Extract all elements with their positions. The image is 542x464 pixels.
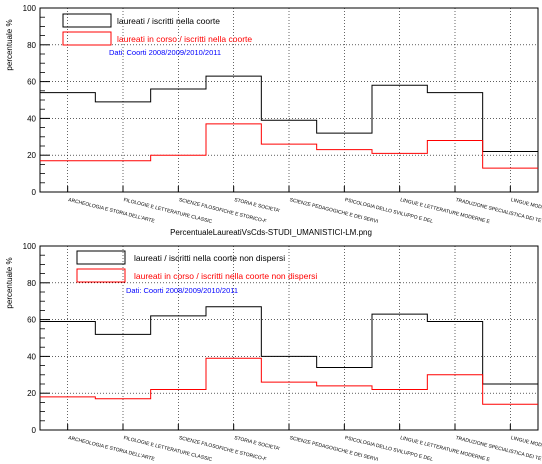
p2-legend-swatch-2	[76, 268, 126, 283]
p1-y-tick-label: 80	[27, 41, 36, 50]
p1-y-axis-label: percentuale %	[5, 19, 14, 70]
p1-y-tick-label: 40	[27, 114, 36, 123]
p2-y-axis-label: percentuale %	[5, 257, 14, 308]
p2-y-tick-label: 80	[27, 279, 36, 288]
chart-title-2: PercentualeLaureatiVsCds-STUDI_UMANISTIC…	[170, 228, 372, 237]
p2-legend-swatch-1	[76, 250, 126, 265]
p2-y-tick-label: 0	[32, 426, 37, 435]
p1-legend-swatch-2	[62, 31, 112, 46]
p2-series-1-line	[40, 306, 538, 385]
p1-data-annotation: Dati: Coorti 2008/2009/2010/2011	[109, 48, 221, 57]
p1-legend-label-1: laureati / iscritti nella coorte	[117, 16, 220, 26]
p1-legend-swatch-1	[62, 13, 112, 28]
p2-legend-label-2: laureati in corso / iscritti nella coort…	[134, 271, 317, 281]
p1-series-1-line	[40, 75, 538, 153]
p1-y-tick-label: 60	[27, 78, 36, 87]
p1-y-tick-label: 20	[27, 151, 36, 160]
p2-y-tick-label: 60	[27, 316, 36, 325]
p2-series-2-line	[40, 357, 538, 405]
p1-legend-label-2: laureati in corso / iscritti nella coort…	[117, 34, 252, 44]
p2-y-tick-label: 40	[27, 352, 36, 361]
p1-y-tick-label: 100	[23, 4, 37, 13]
p2-data-annotation: Dati: Coorti 2008/2009/2010/2011	[126, 286, 238, 295]
p2-y-tick-label: 20	[27, 389, 36, 398]
p2-legend-label-1: laureati / iscritti nella coorte non dis…	[134, 253, 285, 263]
p1-series-2-line	[40, 123, 538, 169]
p2-y-tick-label: 100	[23, 242, 37, 251]
p1-y-tick-label: 0	[32, 188, 37, 197]
